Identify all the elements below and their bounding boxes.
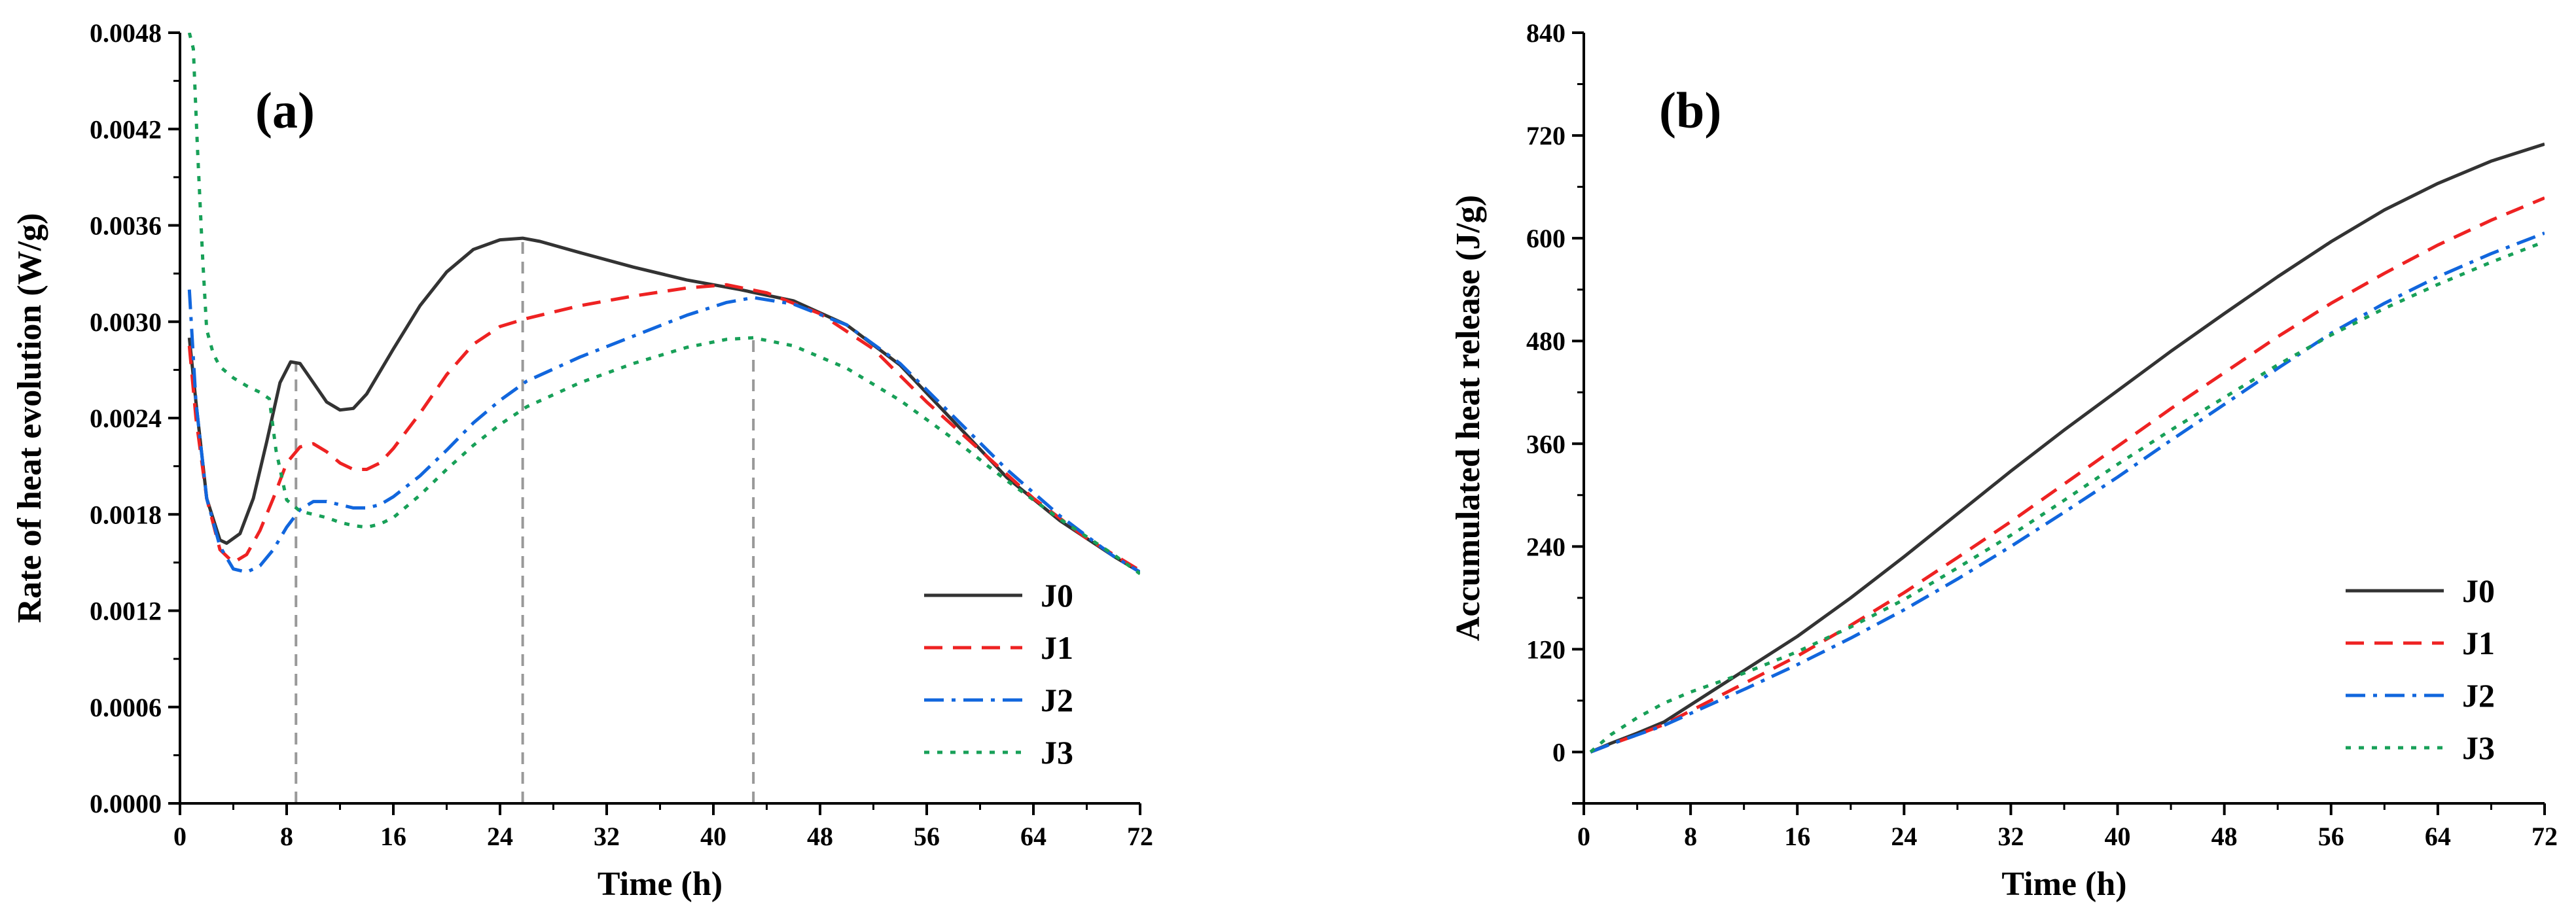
panel-a-series-j3 (187, 33, 1140, 576)
panel-b-y-tick-label: 360 (1526, 429, 1565, 459)
panel-a-x-tick-label: 64 (1020, 822, 1046, 851)
panel-b-legend-label-j2: J2 (2462, 677, 2495, 714)
panel-b-y-axis-title: Accumulated heat release (J/g) (1450, 195, 1487, 641)
panel-b-series-j2 (1590, 231, 2545, 754)
panel-a-series-j2 (187, 289, 1140, 574)
panel-a-y-tick-label: 0.0030 (90, 307, 162, 337)
panel-a-y-tick-label: 0.0012 (90, 597, 162, 626)
panel-a-y-tick-label: 0.0018 (90, 500, 162, 529)
panel-a-y-tick-label: 0.0006 (90, 693, 162, 722)
panel-b-x-tick-label: 40 (2105, 822, 2131, 851)
panel-b-series-j3 (1589, 240, 2545, 754)
panel-a-legend: J0 J1 J2 J3 (924, 577, 1073, 771)
panel-a-x-tick-label: 40 (700, 822, 726, 851)
panel-b-y-tick-label: 480 (1526, 326, 1565, 356)
panel-b-x-axis-title: Time (h) (2001, 866, 2126, 903)
panel-b-chart: 0 8 16 24 32 40 48 56 64 720120240360480600720840… (1450, 18, 2558, 903)
panel-a-y-tick-label: 0.0024 (90, 404, 162, 433)
panel-a-chart: 0 8 16 24 32 40 48 56 64 72 0.0000 0.0006 0.0012 0.00… (11, 18, 1153, 903)
panel-a-x-tick-label: 24 (487, 822, 513, 851)
panel-b-y-tick-label: 120 (1526, 635, 1565, 664)
panel-b-legend-label-j3: J3 (2462, 729, 2495, 766)
panel-b-x-tick-label: 8 (1684, 822, 1697, 851)
panel-a-series-group (187, 33, 1140, 576)
panel-b-y-tick-label: 0 (1552, 737, 1565, 767)
panel-a-x-tick-label: 8 (280, 822, 293, 851)
panel-a-x-tick-label: 72 (1127, 822, 1153, 851)
panel-a-label: (a) (255, 82, 315, 139)
panel-b-y-tick-label: 840 (1526, 18, 1565, 48)
panel-a-x-axis-title: Time (h) (598, 866, 723, 903)
panel-a-legend-label-j2: J2 (1041, 682, 1073, 718)
panel-a-y-tick-label: 0.0036 (90, 211, 162, 241)
panel-b-x-tick-label: 32 (1997, 822, 2024, 851)
panel-a-legend-label-j1: J1 (1041, 629, 1073, 666)
panel-a-legend-label-j3: J3 (1041, 734, 1073, 771)
panel-b-x-tick-label: 24 (1891, 822, 1917, 851)
panel-b-label: (b) (1659, 82, 1721, 139)
panel-b-y-tick-label: 600 (1526, 224, 1565, 253)
panel-b-legend-label-j0: J0 (2462, 572, 2495, 609)
panel-a-x-tick-label: 16 (380, 822, 406, 851)
panel-a-y-tick-label: 0.0000 (90, 789, 162, 818)
panel-b-series-j0 (1590, 142, 2545, 754)
panel-a-legend-label-j0: J0 (1041, 577, 1073, 614)
panel-a-y-tick-label: 0.0042 (90, 114, 162, 144)
panel-a-x-tick-label: 32 (594, 822, 620, 851)
panel-a-x-tick-label: 56 (914, 822, 940, 851)
panel-a-x-tick-label: 0 (173, 822, 187, 851)
panel-b-x-tick-label: 56 (2318, 822, 2344, 851)
panel-b-legend: J0 J1 J2 J3 (2346, 572, 2495, 766)
panel-b-x-tick-label: 64 (2425, 822, 2451, 851)
panel-b-x-tick-label: 0 (1577, 822, 1590, 851)
panel-b-y-tick-label: 240 (1526, 532, 1565, 561)
panel-b-x-tick-label: 16 (1784, 822, 1810, 851)
panel-b-series-group (1589, 142, 2545, 754)
panel-b-legend-label-j1: J1 (2462, 625, 2495, 661)
panel-b-x-tick-label: 72 (2531, 822, 2558, 851)
panel-a-y-tick-label: 0.0048 (90, 18, 162, 48)
panel-b-x-tick-label: 48 (2211, 822, 2238, 851)
panel-a-series-j1 (187, 283, 1140, 572)
panel-a-y-axis-title: Rate of heat evolution (W/g) (11, 213, 48, 623)
panel-b-y-tick-label: 720 (1526, 121, 1565, 150)
panel-a-x-tick-label: 48 (807, 822, 833, 851)
